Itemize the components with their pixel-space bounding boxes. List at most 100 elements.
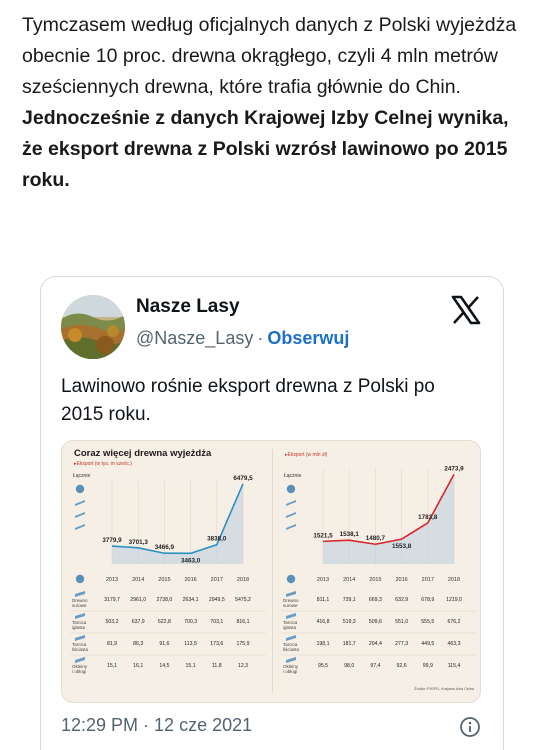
table-cell: 175,9 (237, 641, 250, 647)
author-handle[interactable]: @Nasze_Lasy (136, 328, 254, 348)
table-cell: 277,3 (395, 641, 408, 647)
data-label: 3463,0 (181, 557, 201, 564)
series-line (111, 483, 244, 555)
table-row-label: Tarcica (283, 620, 298, 625)
table-cell: 463,3 (448, 641, 461, 647)
x-tick-label: 2014 (132, 577, 144, 583)
handle-row: @Nasze_Lasy · Obserwuj (136, 328, 349, 349)
article-paragraph: Tymczasem według oficjalnych danych z Po… (22, 10, 527, 196)
row-icon (286, 635, 296, 641)
tweet-text: Lawinowo rośnie eksport drewna z Polski … (61, 376, 435, 425)
chart-source: Źródło: PIGPD, Krajowa Izba Celna (414, 686, 475, 691)
x-tick-label: 2015 (158, 577, 170, 583)
avatar[interactable] (61, 295, 125, 359)
x-tick-label: 2013 (106, 577, 118, 583)
table-row-label: Okleiny (72, 664, 88, 669)
article-bold-text: Jednocześnie z danych Krajowej Izby Celn… (22, 107, 509, 191)
table-row-label: Drewno (283, 598, 299, 603)
table-row-label: i obłogi (283, 669, 297, 674)
table-cell: 181,7 (343, 641, 356, 647)
x-tick-label: 2018 (237, 577, 249, 583)
table-cell: 92,6 (397, 663, 407, 669)
table-cell: 678,9 (421, 597, 434, 603)
table-cell: 11,8 (212, 663, 222, 669)
table-cell: 503,2 (106, 619, 119, 625)
article-text: Tymczasem według oficjalnych danych z Po… (22, 14, 517, 98)
infographic-title: Coraz więcej drewna wyjeżdża (74, 448, 212, 459)
table-row-label: Drewno (72, 598, 88, 603)
table-cell: 416,8 (317, 619, 330, 625)
plank-icon (286, 500, 296, 506)
table-row-label: Okleiny (283, 664, 299, 669)
row-icon (75, 635, 85, 641)
table-cell: 115,4 (448, 663, 461, 669)
x-tick-label: 2016 (395, 577, 407, 583)
data-label: 1783,8 (418, 514, 438, 521)
series-label: Łącznie (73, 473, 90, 479)
table-cell: 811,1 (317, 597, 330, 603)
table-cell: 1219,0 (446, 597, 462, 603)
table-cell: 97,4 (370, 663, 380, 669)
x-tick-label: 2013 (317, 577, 329, 583)
table-row-label: surowe (283, 603, 298, 608)
table-cell: 509,6 (369, 619, 382, 625)
info-icon[interactable] (459, 716, 481, 738)
table-cell: 676,2 (448, 619, 461, 625)
table-row-label: Tarcica (72, 642, 87, 647)
series-label: Łącznie (284, 473, 301, 479)
table-cell: 637,9 (132, 619, 145, 625)
table-cell: 551,0 (395, 619, 408, 625)
data-label: 1521,5 (313, 532, 333, 539)
table-cell: 555,5 (421, 619, 434, 625)
row-icon (286, 613, 296, 619)
table-cell: 113,5 (184, 641, 197, 647)
tweet-media-infographic[interactable]: Coraz więcej drewna wyjeżdża ▸Eksport (w … (61, 440, 481, 703)
table-cell: 622,8 (158, 619, 171, 625)
table-cell: 669,3 (369, 597, 382, 603)
x-tick-label: 2017 (422, 577, 434, 583)
author-name[interactable]: Nasze Lasy (136, 296, 240, 317)
table-cell: 16,1 (133, 663, 143, 669)
table-cell: 99,9 (423, 663, 433, 669)
plank-icon (286, 512, 296, 518)
row-icon (75, 591, 85, 597)
table-cell: 15,1 (107, 663, 117, 669)
row-icon (75, 613, 85, 619)
table-row-label: surowe (72, 603, 87, 608)
data-label: 3466,9 (155, 544, 175, 551)
x-tick-label: 2018 (448, 577, 460, 583)
table-cell: 5475,2 (235, 597, 251, 603)
table-cell: 449,5 (421, 641, 434, 647)
tweet-card[interactable]: Nasze Lasy @Nasze_Lasy · Obserwuj Lawinowo… (40, 276, 504, 750)
table-cell: 3179,7 (104, 597, 120, 603)
table-cell: 173,6 (210, 641, 223, 647)
data-label: 1480,7 (366, 535, 386, 542)
data-label: 1553,8 (392, 543, 412, 550)
table-cell: 95,5 (318, 663, 328, 669)
infographic-canvas: Coraz więcej drewna wyjeżdża ▸Eksport (w … (70, 448, 476, 693)
table-cell: 198,1 (317, 641, 330, 647)
table-row-label: Tarcica (283, 642, 298, 647)
table-row-label: iglasta (283, 625, 297, 630)
x-logo-icon[interactable] (451, 295, 481, 325)
table-cell: 86,3 (133, 641, 143, 647)
data-label: 6479,5 (233, 475, 253, 482)
series-line (322, 473, 455, 546)
table-cell: 91,6 (159, 641, 169, 647)
data-label: 3779,9 (102, 537, 122, 544)
table-cell: 12,3 (238, 663, 248, 669)
x-tick-label: 2015 (369, 577, 381, 583)
data-label: 3838,0 (207, 536, 227, 543)
series-area (112, 483, 243, 564)
table-cell: 15,1 (186, 663, 196, 669)
table-cell: 2961,0 (130, 597, 146, 603)
data-label: 3701,3 (129, 539, 149, 546)
table-cell: 2634,1 (183, 597, 199, 603)
plank-icon (75, 512, 85, 518)
chart-subtitle: ▸Eksport (w mln zł) (285, 452, 328, 458)
plank-icon (75, 500, 85, 506)
handle-separator: · (257, 328, 264, 348)
follow-button[interactable]: Obserwuj (267, 328, 350, 348)
table-cell: 2949,5 (209, 597, 225, 603)
tweet-timestamp[interactable]: 12:29 PM · 12 cze 2021 (61, 715, 253, 735)
